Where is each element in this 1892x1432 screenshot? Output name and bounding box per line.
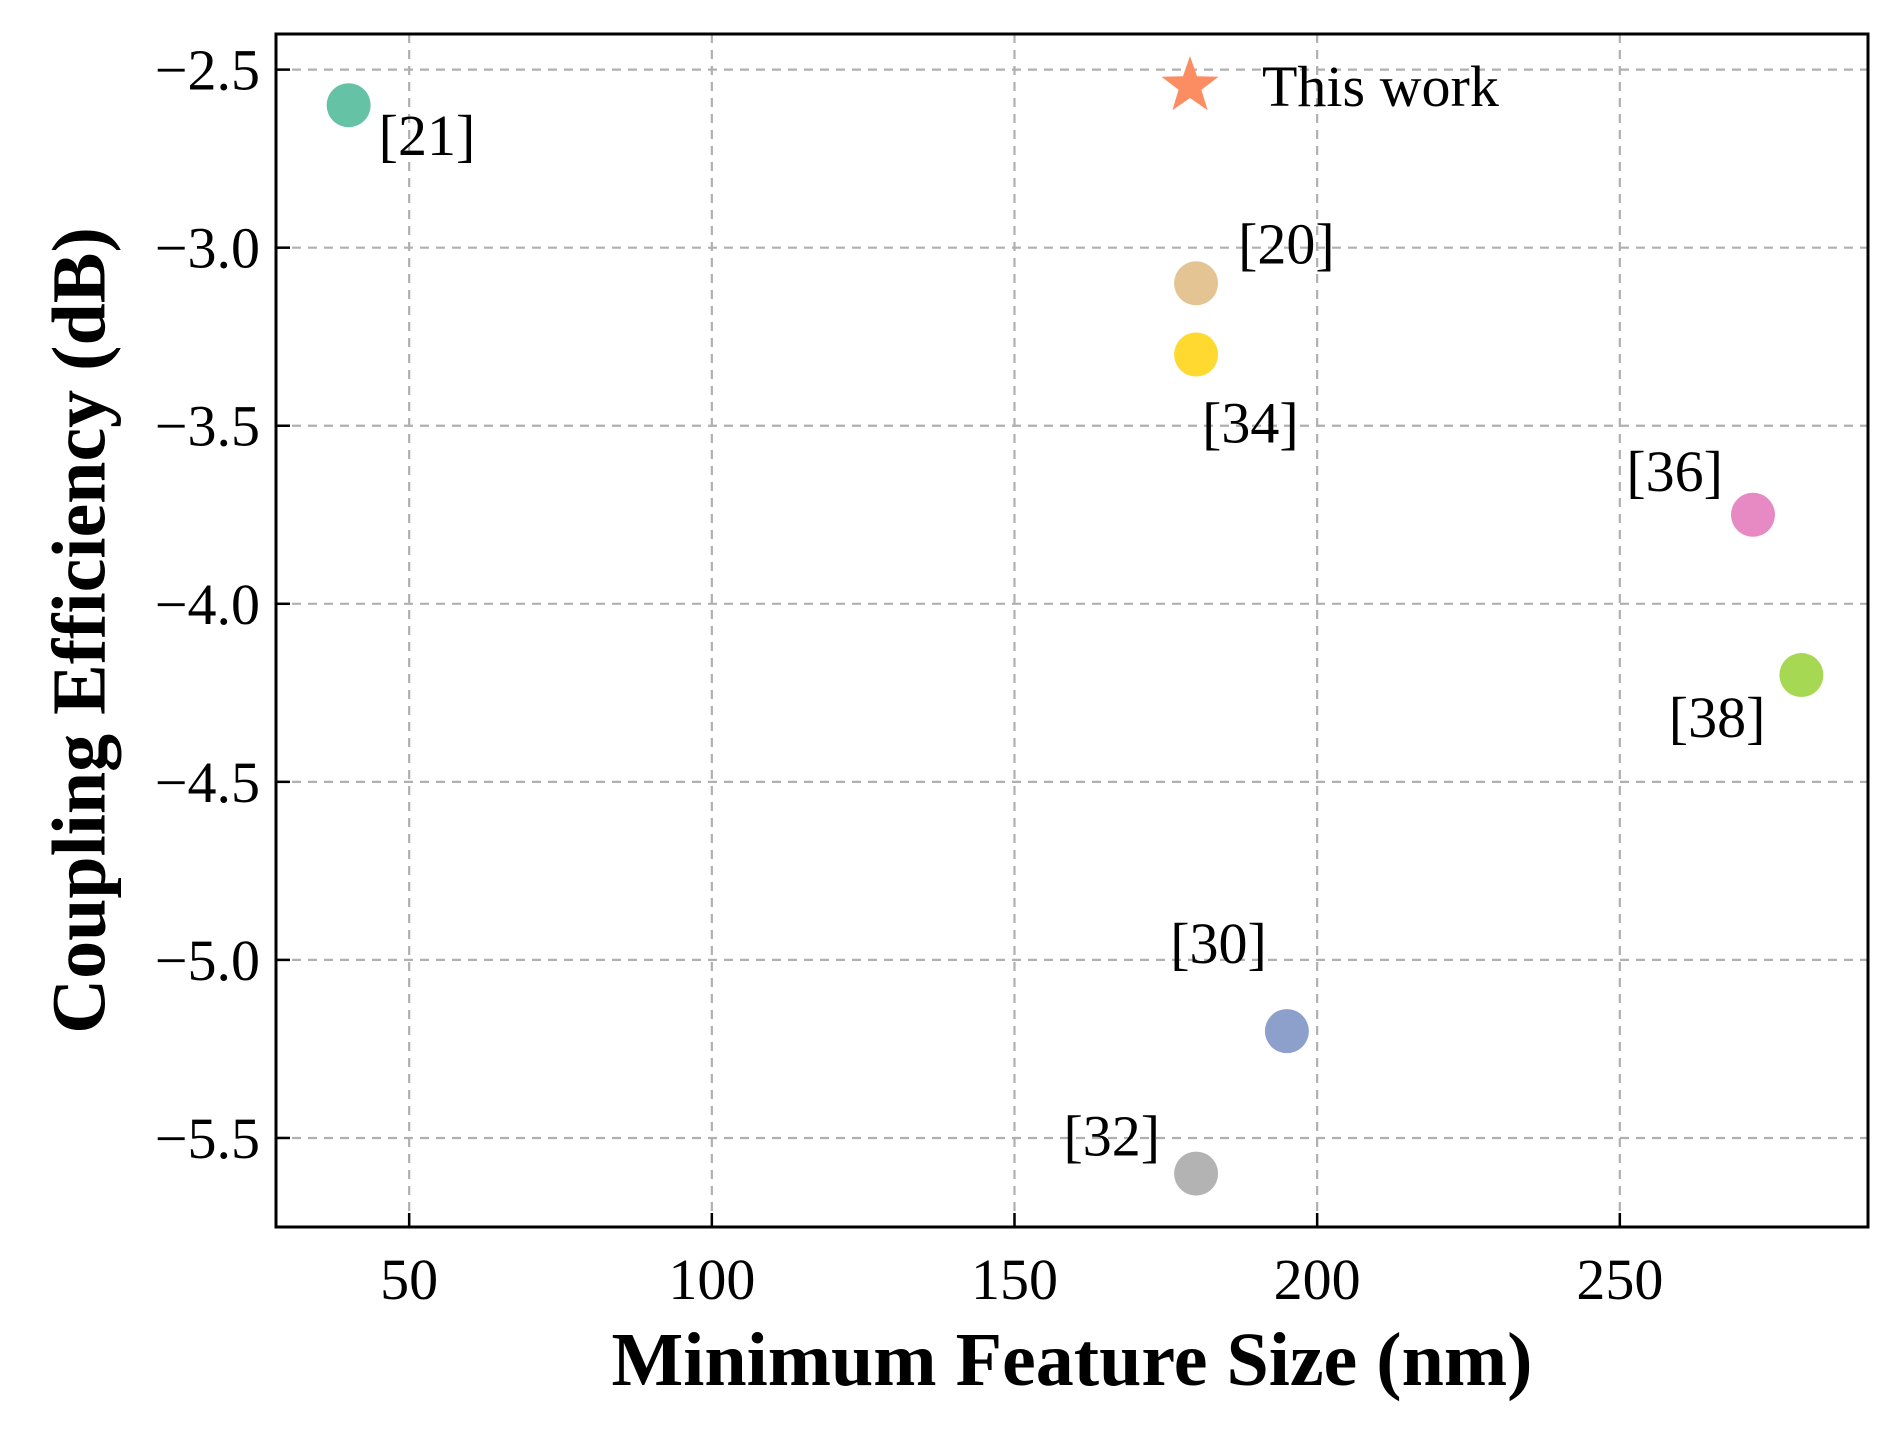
grid-lines: [276, 34, 1868, 1227]
y-tick-label: −3.5: [155, 394, 260, 459]
point-label: [32]: [1063, 1104, 1160, 1169]
scatter-point: [1264, 1009, 1309, 1054]
data-points: [326, 83, 1824, 1196]
axis-ticks: 50 100 150 200 250 −2.5 −3.0 −3.5 −4.0 −4.5 −5.0 −5…: [155, 38, 1664, 1312]
x-tick-label: 50: [380, 1247, 438, 1312]
plot-frame: [274, 32, 1870, 1229]
point-label: [36]: [1626, 439, 1723, 504]
x-axis-title: Minimum Feature Size (nm): [612, 1318, 1533, 1402]
point-label: [34]: [1202, 391, 1299, 456]
scatter-point: [326, 83, 371, 128]
point-label: [38]: [1669, 685, 1766, 750]
point-label: [21]: [379, 103, 476, 168]
y-tick-label: −3.0: [155, 216, 260, 281]
point-label: [30]: [1170, 911, 1267, 976]
x-tick-label: 200: [1274, 1247, 1361, 1312]
y-tick-label: −5.0: [155, 928, 260, 993]
point-label: [20]: [1238, 211, 1335, 276]
scatter-point: [1174, 332, 1219, 377]
y-axis-title: Coupling Efficiency (dB): [38, 227, 122, 1034]
scatter-point: [1174, 1151, 1219, 1196]
legend-star-marker: [1161, 56, 1219, 111]
y-tick-label: −5.5: [155, 1106, 260, 1171]
y-tick-label: −2.5: [155, 38, 260, 103]
y-tick-label: −4.5: [155, 750, 260, 815]
legend: This work: [1161, 54, 1499, 119]
scatter-point: [1730, 492, 1775, 537]
scatter-point: [1779, 653, 1824, 698]
x-tick-label: 100: [668, 1247, 755, 1312]
x-tick-label: 250: [1576, 1247, 1663, 1312]
x-tick-label: 150: [971, 1247, 1058, 1312]
y-tick-label: −4.0: [155, 572, 260, 637]
scatter-point: [1174, 261, 1219, 306]
legend-label: This work: [1262, 54, 1499, 119]
point-labels: [21] [20] [34] [36] [38] [30] [32]: [379, 103, 1766, 1168]
